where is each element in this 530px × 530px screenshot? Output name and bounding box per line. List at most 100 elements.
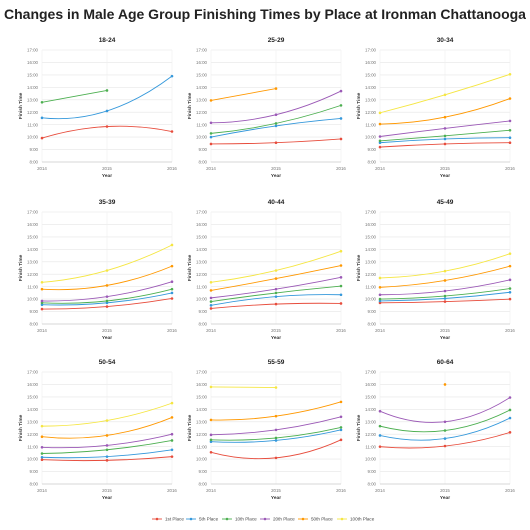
data-point xyxy=(443,93,447,97)
x-tick-label: 2015 xyxy=(102,328,112,333)
data-point xyxy=(274,439,278,442)
y-tick-label: 11:00 xyxy=(196,444,207,449)
data-point xyxy=(170,243,174,247)
legend-label: 100th Place xyxy=(350,517,375,522)
legend-marker xyxy=(155,517,159,521)
data-point xyxy=(170,416,174,419)
y-axis-label: Finish Time xyxy=(18,414,24,441)
y-tick-label: 14:00 xyxy=(365,85,377,90)
data-point xyxy=(105,89,109,92)
y-tick-label: 8:00 xyxy=(198,160,207,165)
panel-25-29: 25-29 8:00 9:00 10:00 11:00 12:00 13:00 14:00 15… xyxy=(187,37,346,179)
x-tick-label: 2016 xyxy=(505,328,515,333)
data-point xyxy=(339,276,343,279)
y-tick-label: 15:00 xyxy=(365,234,377,239)
data-point xyxy=(508,408,512,412)
x-axis-label: Year xyxy=(440,495,450,501)
data-point xyxy=(339,293,343,297)
y-tick-label: 14:00 xyxy=(365,247,377,252)
data-point xyxy=(339,137,343,141)
data-point xyxy=(443,289,447,293)
data-point xyxy=(105,419,109,422)
data-point xyxy=(105,125,109,128)
data-point xyxy=(378,145,382,149)
x-tick-label: 2015 xyxy=(102,488,112,493)
y-tick-label: 12:00 xyxy=(196,272,208,277)
data-point xyxy=(209,304,213,307)
y-tick-label: 12:00 xyxy=(27,272,39,277)
y-tick-label: 16:00 xyxy=(27,222,39,227)
x-tick-label: 2016 xyxy=(167,166,177,171)
x-tick-label: 2016 xyxy=(336,328,346,333)
x-axis-label: Year xyxy=(271,495,281,501)
y-tick-label: 17:00 xyxy=(365,48,377,53)
y-tick-label: 16:00 xyxy=(196,222,208,227)
data-point xyxy=(209,450,213,454)
data-point xyxy=(170,297,174,300)
y-tick-label: 14:00 xyxy=(196,407,208,412)
data-point xyxy=(105,109,109,113)
data-point xyxy=(274,428,278,432)
data-point xyxy=(339,302,343,305)
y-tick-label: 10:00 xyxy=(365,297,377,302)
x-tick-label: 2015 xyxy=(102,166,112,171)
x-tick-label: 2014 xyxy=(37,166,47,171)
y-tick-label: 16:00 xyxy=(365,60,377,65)
data-point xyxy=(508,297,512,301)
data-point xyxy=(508,252,512,255)
y-tick-label: 17:00 xyxy=(196,370,208,375)
y-tick-label: 9:00 xyxy=(367,309,376,314)
data-point xyxy=(170,130,174,133)
legend-marker xyxy=(225,517,229,521)
series-line-100th Place xyxy=(210,386,277,389)
data-point xyxy=(170,455,174,458)
data-point xyxy=(508,264,512,268)
series-line-10th Place xyxy=(41,90,108,103)
data-point xyxy=(378,293,382,297)
legend-label: 1st Place xyxy=(165,517,184,522)
y-tick-label: 17:00 xyxy=(27,370,39,375)
data-point xyxy=(443,297,447,300)
data-point xyxy=(40,445,44,449)
data-point xyxy=(105,444,109,447)
data-point xyxy=(105,455,109,458)
y-tick-label: 10:00 xyxy=(196,457,208,462)
data-point xyxy=(339,438,343,442)
data-point xyxy=(209,132,213,135)
y-tick-label: 17:00 xyxy=(196,210,208,215)
data-point xyxy=(339,264,343,267)
data-point xyxy=(274,287,278,291)
data-point xyxy=(378,122,382,126)
panel-18-24: 18-24 8:00 9:00 10:00 11:00 12:00 13:00 14:00 15… xyxy=(18,37,177,179)
data-point xyxy=(508,128,512,132)
data-point xyxy=(508,416,512,420)
x-tick-label: 2016 xyxy=(505,166,515,171)
y-tick-label: 17:00 xyxy=(196,48,208,53)
data-point xyxy=(443,437,447,440)
data-point xyxy=(209,142,213,146)
data-point xyxy=(209,99,213,102)
data-point xyxy=(40,116,44,120)
data-point xyxy=(40,307,44,311)
x-tick-label: 2016 xyxy=(336,166,346,171)
y-tick-label: 12:00 xyxy=(365,110,377,115)
y-tick-label: 9:00 xyxy=(198,309,207,314)
y-tick-label: 10:00 xyxy=(365,135,377,140)
panel-30-34: 30-34 8:00 9:00 10:00 11:00 12:00 13:00 14:00 15… xyxy=(356,37,515,179)
data-point xyxy=(339,104,343,107)
data-point xyxy=(105,269,109,272)
y-tick-label: 13:00 xyxy=(27,419,39,424)
data-point xyxy=(508,396,512,399)
y-tick-label: 16:00 xyxy=(27,60,39,65)
data-point xyxy=(209,307,213,310)
data-point xyxy=(443,127,447,130)
data-point xyxy=(105,284,109,287)
data-point xyxy=(378,301,382,305)
data-point xyxy=(40,100,44,104)
data-point xyxy=(105,434,109,437)
data-point xyxy=(274,124,278,128)
y-tick-label: 14:00 xyxy=(365,407,377,412)
data-point xyxy=(40,458,44,462)
data-point xyxy=(443,420,447,424)
data-point xyxy=(274,295,278,298)
